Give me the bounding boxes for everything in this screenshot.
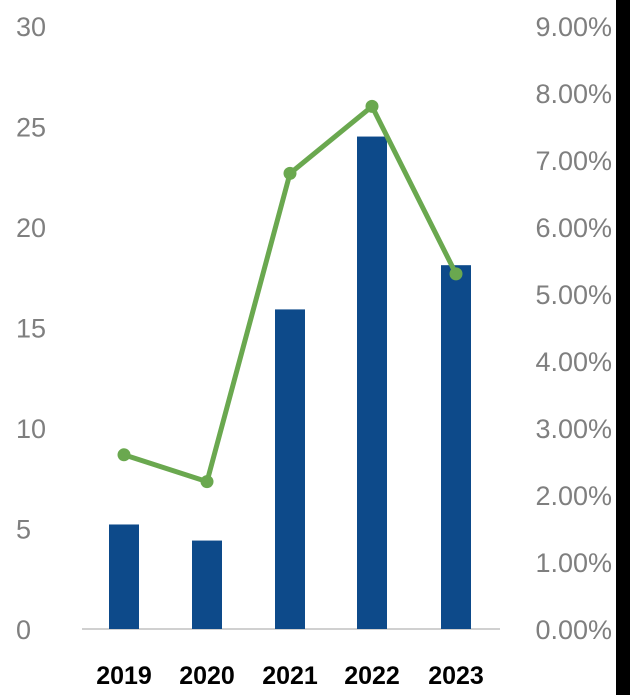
right-axis-tick-label: 3.00%: [535, 414, 612, 444]
left-axis-tick-label: 5: [16, 515, 31, 545]
bar: [275, 309, 305, 629]
right-axis-tick-label: 7.00%: [535, 146, 612, 176]
right-axis-tick-label: 4.00%: [535, 347, 612, 377]
x-axis-tick-label: 2021: [262, 662, 318, 690]
line-point: [200, 475, 214, 489]
x-axis-tick-label: 2019: [96, 662, 152, 690]
right-axis-tick-label: 5.00%: [535, 280, 612, 310]
right-edge-strip: [616, 0, 630, 695]
x-axis-tick-label: 2023: [428, 662, 484, 690]
right-axis-tick-label: 8.00%: [535, 79, 612, 109]
line-point: [117, 448, 131, 462]
line-point: [365, 99, 379, 113]
line-point: [449, 267, 463, 281]
bar: [109, 524, 139, 629]
right-axis-tick-label: 6.00%: [535, 213, 612, 243]
bar: [357, 136, 387, 630]
right-axis-tick-label: 9.00%: [535, 12, 612, 42]
left-axis-tick-label: 0: [16, 615, 31, 645]
left-axis-tick-label: 30: [16, 12, 46, 42]
left-axis-tick-label: 10: [16, 414, 46, 444]
left-axis-tick-label: 20: [16, 213, 46, 243]
x-axis-tick-label: 2022: [344, 662, 400, 690]
bar: [192, 540, 222, 629]
right-axis-tick-label: 0.00%: [535, 615, 612, 645]
right-axis-tick-label: 2.00%: [535, 481, 612, 511]
left-axis-tick-label: 25: [16, 113, 46, 143]
right-axis-tick-label: 1.00%: [535, 548, 612, 578]
bar: [441, 265, 471, 629]
line-point: [283, 166, 297, 180]
left-axis-tick-label: 15: [16, 314, 46, 344]
x-axis-tick-label: 2020: [179, 662, 235, 690]
